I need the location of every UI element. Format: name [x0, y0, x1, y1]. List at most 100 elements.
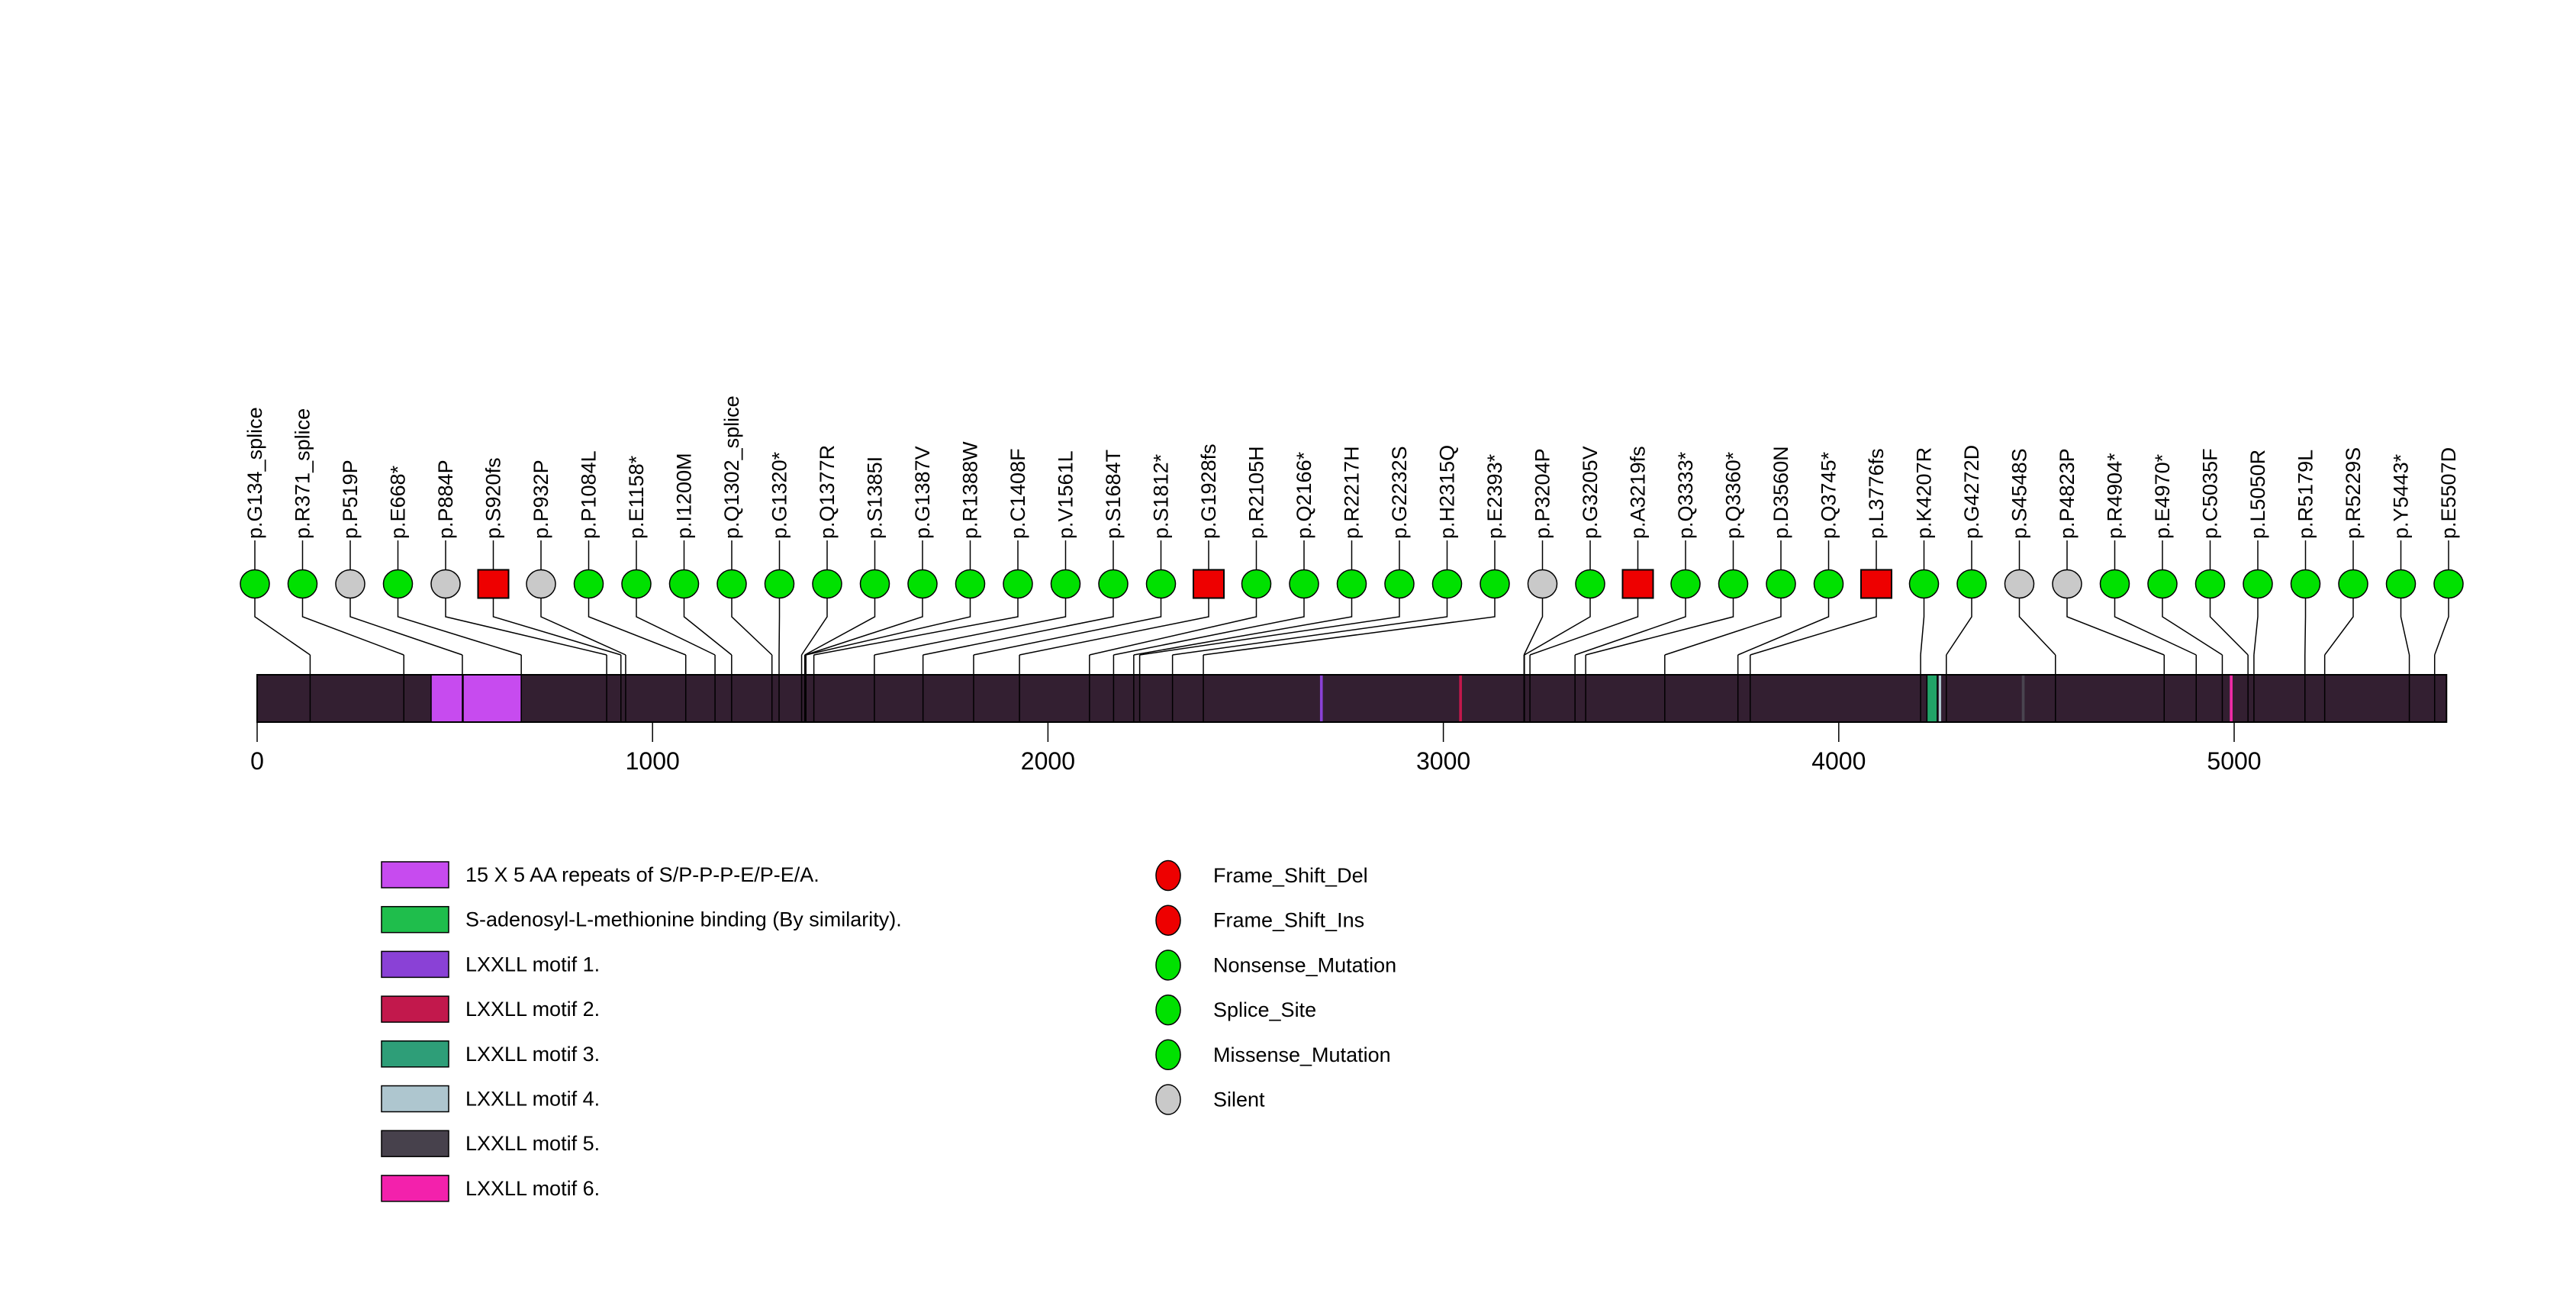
mutation-p.S920fs: p.S920fs [482, 457, 621, 656]
legend-type-label: Frame_Shift_Del [1213, 864, 1368, 887]
marker-p.G134_splice [240, 569, 270, 599]
mutation-label: p.G1387V [911, 446, 934, 539]
mutation-p.G4272D: p.G4272D [1946, 445, 1983, 656]
legend-type-label: Frame_Shift_Ins [1213, 909, 1364, 932]
mutation-p.C5035F: p.C5035F [2199, 448, 2249, 656]
connector-line [2209, 598, 2249, 656]
legend-type-row: Missense_Mutation [1155, 1039, 1391, 1071]
mutation-p.G1320*: p.G1320* [768, 451, 791, 656]
marker-p.S4548S [2004, 569, 2035, 599]
connector-line [2114, 598, 2197, 656]
legend-domain-label: LXXLL motif 4. [465, 1088, 600, 1111]
mutation-label: p.E5507D [2437, 447, 2460, 539]
legend-domain-label: LXXLL motif 5. [465, 1132, 600, 1155]
connector-line [2400, 598, 2410, 656]
mutation-p.D3560N: p.D3560N [1664, 446, 1792, 656]
mutation-label: p.C5035F [2199, 448, 2222, 539]
marker-p.G2232S [1384, 569, 1415, 599]
domain-lxxll-motif-5- [2021, 675, 2025, 722]
mutation-p.E5507D: p.E5507D [2434, 447, 2460, 656]
mutation-p.K4207R: p.K4207R [1913, 447, 1936, 656]
connector-line [636, 598, 716, 656]
legend-domain-row: LXXLL motif 5. [381, 1130, 600, 1157]
mutation-p.G3205V: p.G3205V [1524, 446, 1602, 656]
mutation-p.E2393*: p.E2393* [1203, 453, 1506, 656]
legend-type-label: Splice_Site [1213, 998, 1316, 1021]
connector-line [923, 598, 1114, 656]
marker-p.G4272D [1956, 569, 1987, 599]
mutation-label: p.P519P [339, 460, 362, 539]
connector-line [1574, 598, 1686, 656]
mutation-label: p.P4823P [2056, 448, 2079, 539]
marker-p.E5507D [2433, 569, 2464, 599]
mutation-p.G1387V: p.G1387V [805, 446, 934, 656]
mutation-label: p.Q3360* [1722, 451, 1745, 539]
marker-p.P519P [335, 569, 365, 599]
mutation-label: p.E4970* [2151, 453, 2174, 539]
mutation-label: p.S1385I [864, 456, 887, 539]
mutation-p.E1158*: p.E1158* [625, 455, 716, 656]
legend-type-label: Nonsense_Mutation [1213, 953, 1396, 976]
domain-lxxll-motif-1- [1319, 675, 1323, 722]
legend-type-row: Nonsense_Mutation [1155, 950, 1396, 981]
marker-p.C1408F [1003, 569, 1033, 599]
connector-line [445, 598, 607, 656]
mutation-label: p.G134_splice [243, 407, 266, 539]
legend-domain-row: LXXLL motif 4. [381, 1085, 600, 1113]
legend-type-label: Silent [1213, 1088, 1265, 1111]
mutation-label: p.R2217H [1341, 446, 1364, 539]
mutation-p.S1812*: p.S1812* [973, 453, 1173, 656]
connector-line [813, 598, 1019, 656]
marker-p.R2105H [1241, 569, 1272, 599]
mutation-p.V1561L: p.V1561L [874, 450, 1077, 656]
connector-line [301, 598, 404, 656]
marker-p.P1084L [573, 569, 604, 599]
marker-p.P3204P [1527, 569, 1558, 599]
mutation-p.R5229S: p.R5229S [2324, 447, 2365, 656]
marker-p.R1388W [955, 569, 986, 599]
mutation-label: p.R1388W [959, 441, 982, 539]
connector-line [973, 598, 1162, 656]
mutation-label: p.S4548S [2008, 448, 2031, 539]
mutation-p.P884P: p.P884P [434, 460, 607, 656]
marker-p.R5229S [2338, 569, 2368, 599]
legend-type-marker [1155, 950, 1181, 981]
mutation-label: p.K4207R [1913, 447, 1936, 539]
connector-line [1585, 598, 1734, 656]
legend-domain-swatch [381, 1175, 449, 1202]
connector-line [2324, 598, 2354, 656]
connector-line [349, 598, 463, 656]
marker-p.D3560N [1766, 569, 1796, 599]
axis-tick-label: 3000 [1416, 747, 1470, 775]
connector-line [1750, 598, 1877, 656]
mutation-label: p.L3776fs [1865, 448, 1888, 539]
connector-line [1203, 598, 1496, 656]
mutation-label: p.G1320* [768, 451, 791, 539]
legend-type-marker [1155, 1084, 1181, 1115]
marker-p.I1200M [668, 569, 700, 599]
mutation-p.A3219fs: p.A3219fs [1529, 446, 1650, 656]
mutation-label: p.S1812* [1150, 453, 1173, 539]
mutation-label: p.Q1377R [816, 445, 839, 539]
legend-domain-swatch [381, 1040, 449, 1068]
connector-line [683, 598, 733, 656]
connector-line [1172, 598, 1448, 656]
mutation-p.R1388W: p.R1388W [806, 441, 982, 656]
legend-domain-row: S-adenosyl-L-methionine binding (By simi… [381, 905, 902, 934]
marker-p.Q1302_splice [716, 569, 747, 599]
mutation-label: p.Q1302_splice [720, 395, 743, 539]
mutation-p.R371_splice: p.R371_splice [291, 408, 404, 656]
connector-line [2253, 598, 2259, 656]
mutation-label: p.P884P [434, 460, 457, 539]
legend-domain-label: LXXLL motif 6. [465, 1177, 600, 1200]
mutation-p.C1408F: p.C1408F [813, 448, 1029, 656]
connector-line [874, 598, 1067, 656]
connector-line [1524, 598, 1591, 656]
marker-p.K4207R [1908, 569, 1940, 599]
mutation-p.I1200M: p.I1200M [673, 453, 733, 656]
axis-tick-label: 5000 [2207, 747, 2261, 775]
mutation-label: p.S920fs [482, 457, 505, 539]
mutation-p.S4548S: p.S4548S [2008, 448, 2056, 656]
mutation-p.Y5443*: p.Y5443* [2390, 453, 2413, 656]
